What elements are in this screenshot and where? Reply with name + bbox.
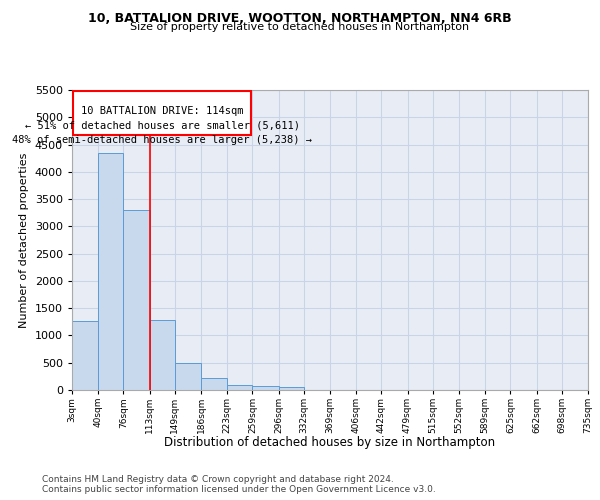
Text: Size of property relative to detached houses in Northampton: Size of property relative to detached ho… (130, 22, 470, 32)
Bar (227, 385, 253, 390)
Bar (149, 320, 175, 390)
Text: Contains public sector information licensed under the Open Government Licence v3: Contains public sector information licen… (42, 484, 436, 494)
Y-axis label: Number of detached properties: Number of detached properties (19, 152, 29, 328)
Text: ← 51% of detached houses are smaller (5,611): ← 51% of detached houses are smaller (5,… (25, 120, 300, 130)
Text: Contains HM Land Registry data © Crown copyright and database right 2024.: Contains HM Land Registry data © Crown c… (42, 474, 394, 484)
FancyBboxPatch shape (73, 91, 251, 134)
Bar (201, 378, 227, 390)
Text: 10, BATTALION DRIVE, WOOTTON, NORTHAMPTON, NN4 6RB: 10, BATTALION DRIVE, WOOTTON, NORTHAMPTO… (88, 12, 512, 26)
Bar (124, 210, 149, 390)
Bar (98, 152, 124, 390)
Text: 48% of semi-detached houses are larger (5,238) →: 48% of semi-detached houses are larger (… (12, 136, 312, 145)
Text: 10 BATTALION DRIVE: 114sqm: 10 BATTALION DRIVE: 114sqm (81, 106, 244, 116)
Bar (175, 364, 201, 390)
Bar (253, 386, 278, 390)
Bar (72, 320, 98, 390)
Bar (278, 387, 304, 390)
Text: Distribution of detached houses by size in Northampton: Distribution of detached houses by size … (164, 436, 496, 449)
